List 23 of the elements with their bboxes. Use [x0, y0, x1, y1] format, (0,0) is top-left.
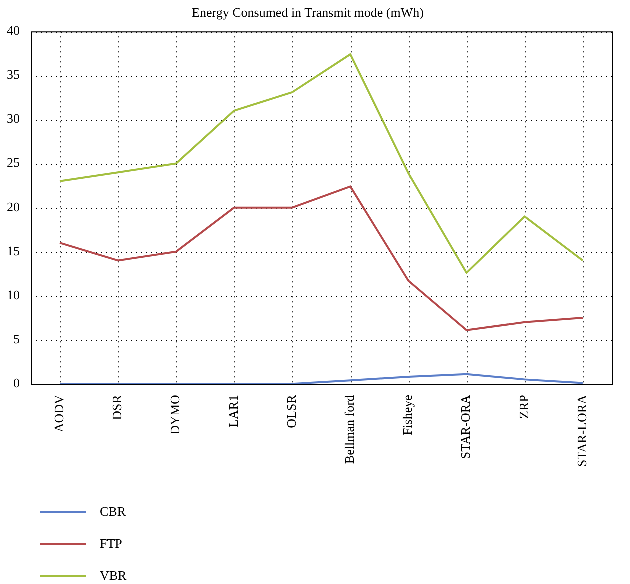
x-tick-label: LAR1 — [226, 395, 241, 428]
x-tick-label: ZRP — [516, 395, 532, 419]
y-tick-label: 40 — [7, 23, 20, 38]
x-tick-label: STAR-ORA — [458, 394, 474, 460]
x-tick-label: Bellman ford — [342, 394, 357, 464]
legend-label: FTP — [100, 536, 122, 552]
legend-label: CBR — [100, 504, 126, 520]
x-tick-label: STAR-LORA — [574, 394, 590, 467]
y-tick-label: 5 — [14, 331, 20, 346]
x-tick-label: DYMO — [168, 395, 183, 435]
chart-title: Energy Consumed in Transmit mode (mWh) — [192, 5, 424, 20]
legend-label: VBR — [100, 568, 127, 584]
y-tick-label: 20 — [7, 199, 20, 214]
x-tick-label: AODV — [51, 394, 66, 433]
x-tick-label: DSR — [110, 394, 125, 420]
y-tick-label: 0 — [14, 376, 20, 391]
x-tick-label: Fisheye — [400, 394, 416, 436]
y-tick-label: 15 — [7, 243, 20, 258]
y-tick-label: 35 — [7, 67, 20, 82]
x-tick-label: OLSR — [284, 394, 299, 428]
y-tick-label: 10 — [7, 287, 20, 302]
y-tick-label: 25 — [7, 155, 20, 170]
y-tick-label: 30 — [7, 111, 20, 126]
